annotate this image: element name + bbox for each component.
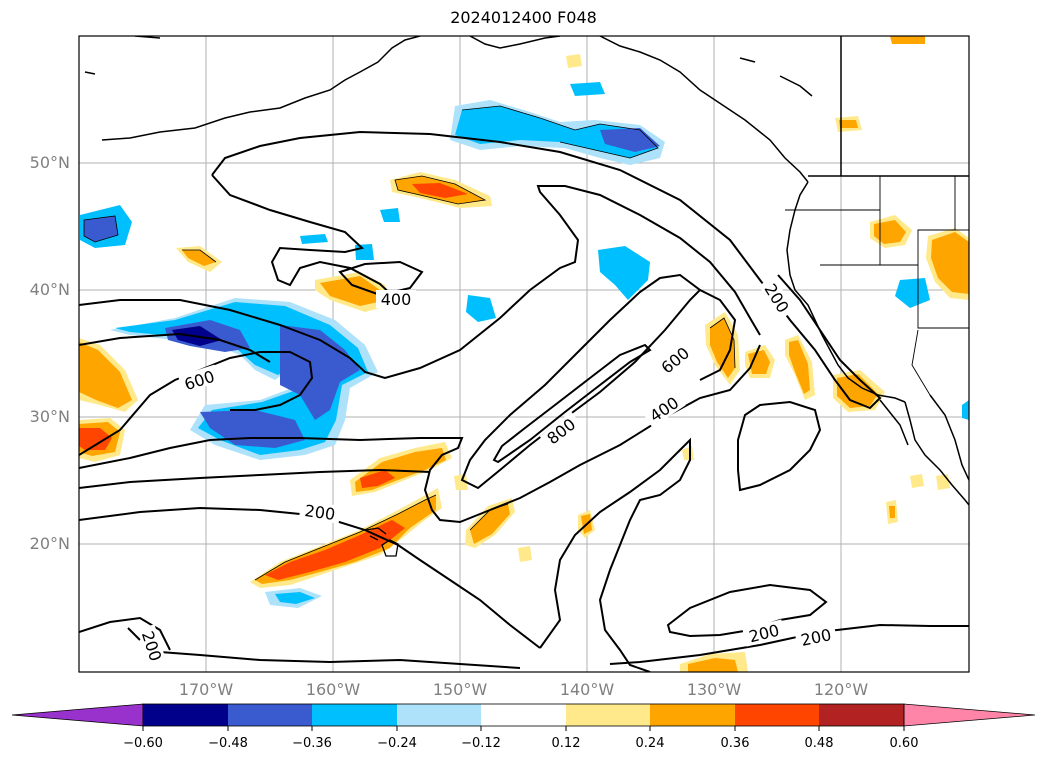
lon-label: 170°W (178, 680, 234, 699)
colorbar-tick-label: −0.24 (377, 736, 417, 751)
positive-anomaly-shading (79, 36, 969, 672)
contour-south-200 (79, 468, 431, 489)
map-plot-area: 400 600 200 800 600 400 200 200 200 200 (79, 36, 969, 672)
lon-label: 120°W (813, 680, 869, 699)
contour-north-200 (211, 130, 882, 410)
contour-label: 400 (381, 290, 412, 309)
colorbar-tick-label: −0.12 (461, 736, 501, 751)
lat-label: 30°N (29, 407, 70, 426)
colorbar (11, 703, 1036, 731)
colorbar-tick-label: −0.60 (123, 736, 163, 751)
lon-label: 140°W (559, 680, 615, 699)
alaska-panhandle-coast (599, 36, 809, 183)
contour-label: 200 (303, 501, 336, 524)
alaska-aleutians-coast (101, 36, 421, 141)
lat-label: 40°N (29, 280, 70, 299)
colorbar-tick-label: 0.60 (889, 736, 919, 751)
baja-california (904, 401, 969, 506)
lon-label: 150°W (432, 680, 488, 699)
us-west-coast (786, 181, 906, 403)
lat-label: 20°N (29, 534, 70, 553)
lat-label: 50°N (29, 153, 70, 172)
coastlines (84, 36, 969, 506)
plot-frame (78, 35, 970, 673)
colorbar-tick-label: −0.48 (208, 736, 248, 751)
state-borders (785, 176, 969, 396)
colorbar-extend-high (903, 703, 1036, 727)
colorbar-tick-label: 0.24 (635, 736, 665, 751)
contour-loop-400 (338, 260, 424, 297)
blue-region-subtropic (598, 246, 650, 300)
map-title: 2024012400 F048 (450, 8, 597, 27)
contour-west-600 (79, 185, 761, 380)
colorbar-tick-label: −0.36 (292, 736, 332, 751)
lon-label: 130°W (686, 680, 742, 699)
mainland-mexico-coast (929, 394, 969, 481)
colorbar-extend-low (11, 703, 144, 727)
shading-outlines (83, 105, 736, 581)
contour-800 (492, 343, 652, 464)
colorbar-tick-label: 0.48 (804, 736, 834, 751)
lon-label: 160°W (305, 680, 361, 699)
contour-se-200 (666, 583, 828, 638)
colorbar-tick-label: 0.12 (551, 736, 581, 751)
contour-label-group: 400 600 200 800 600 400 200 200 200 200 (137, 276, 838, 668)
colorbar-tick-label: 0.36 (720, 736, 750, 751)
